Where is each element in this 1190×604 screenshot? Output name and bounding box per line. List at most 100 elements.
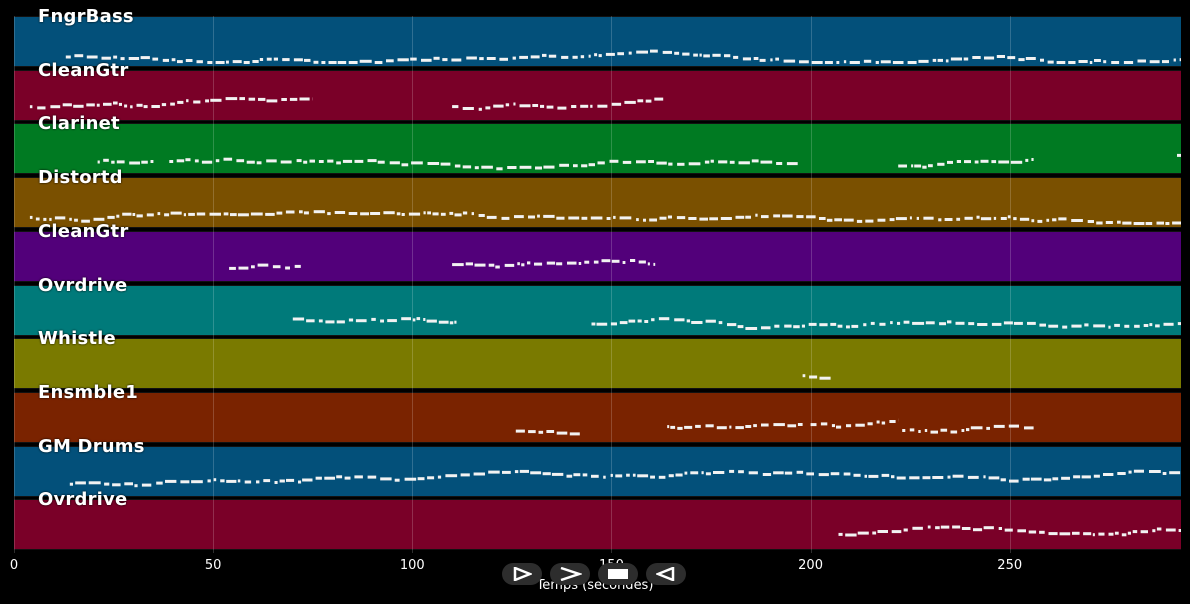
note-mark	[950, 430, 958, 434]
note-mark	[783, 59, 796, 63]
note-mark	[342, 160, 353, 164]
track-row: Ovrdrive	[14, 489, 1181, 551]
note-mark	[141, 483, 152, 487]
note-mark	[535, 166, 542, 170]
note-mark	[1019, 217, 1030, 221]
note-mark	[299, 97, 310, 101]
note-mark	[947, 475, 951, 479]
note-mark	[1156, 221, 1164, 225]
note-mark	[688, 162, 701, 166]
note-lane	[229, 258, 656, 270]
note-mark	[122, 212, 132, 216]
note-mark	[517, 261, 520, 265]
note-mark	[243, 61, 250, 64]
note-mark	[186, 98, 189, 102]
note-mark	[410, 57, 417, 61]
note-mark	[54, 216, 66, 220]
note-mark	[354, 160, 364, 164]
note-mark	[760, 160, 773, 164]
note-mark	[170, 102, 175, 106]
note-mark	[961, 527, 971, 531]
note-mark	[667, 424, 670, 428]
note-mark	[88, 480, 101, 484]
note-mark	[230, 213, 237, 217]
note-mark	[1084, 322, 1089, 326]
note-mark	[619, 216, 632, 220]
note-mark	[622, 260, 626, 264]
note-mark	[118, 102, 122, 106]
note-mark	[705, 471, 711, 475]
note-mark	[891, 474, 895, 478]
note-mark	[244, 480, 252, 484]
note-mark	[542, 471, 551, 475]
note-mark	[811, 61, 823, 64]
note-mark	[1030, 477, 1042, 481]
note-mark	[773, 422, 785, 426]
note-mark	[1052, 476, 1059, 480]
note-mark	[819, 217, 826, 221]
note-mark	[162, 58, 169, 62]
note-mark	[337, 61, 347, 64]
note-mark	[889, 218, 895, 222]
note-mark	[1058, 217, 1067, 221]
note-mark	[977, 322, 988, 326]
note-mark	[684, 471, 688, 475]
rewind-button[interactable]	[646, 563, 686, 585]
note-mark	[116, 160, 125, 164]
note-mark	[984, 56, 995, 60]
note-mark	[745, 326, 758, 330]
note-mark	[881, 473, 890, 477]
note-mark	[637, 98, 644, 102]
note-mark	[818, 472, 829, 476]
note-mark	[128, 57, 140, 60]
note-mark	[909, 216, 912, 220]
note-mark	[799, 60, 809, 64]
note-mark	[601, 258, 611, 262]
note-mark	[782, 214, 793, 218]
note-mark	[1108, 325, 1111, 329]
note-mark	[401, 163, 409, 167]
note-mark	[797, 422, 803, 426]
note-mark	[207, 61, 213, 64]
note-mark	[1081, 474, 1091, 478]
note-mark	[983, 474, 986, 478]
note-mark	[613, 215, 616, 219]
note-mark	[820, 422, 828, 426]
next-button[interactable]	[550, 563, 590, 585]
note-mark	[462, 165, 472, 169]
note-mark	[1024, 426, 1034, 430]
note-mark	[637, 473, 649, 477]
note-mark	[870, 321, 875, 325]
note-mark	[1000, 217, 1007, 221]
note-mark	[970, 426, 983, 430]
note-mark	[299, 210, 303, 214]
track-label: Ensmble1	[38, 381, 138, 403]
note-mark	[250, 212, 263, 216]
note-mark	[891, 530, 902, 534]
stop-button[interactable]	[598, 563, 638, 585]
note-mark	[662, 50, 672, 54]
note-mark	[597, 104, 608, 108]
note-mark	[274, 480, 278, 484]
note-mark	[546, 105, 554, 109]
note-mark	[568, 216, 580, 220]
note-mark	[377, 161, 385, 165]
note-mark	[416, 316, 421, 320]
note-mark	[69, 217, 72, 221]
note-mark	[170, 211, 182, 215]
note-mark	[759, 58, 766, 62]
play-button[interactable]	[502, 563, 542, 585]
note-mark	[460, 472, 470, 476]
note-mark	[980, 160, 989, 164]
note-mark	[165, 479, 177, 483]
note-mark	[806, 215, 816, 219]
note-mark	[1059, 532, 1071, 536]
note-mark	[693, 53, 698, 57]
note-mark	[643, 218, 646, 222]
note-mark	[226, 60, 229, 64]
note-mark	[474, 166, 479, 170]
note-mark	[903, 320, 910, 324]
note-mark	[1162, 471, 1167, 475]
note-mark	[1094, 59, 1101, 62]
note-mark	[473, 472, 485, 476]
